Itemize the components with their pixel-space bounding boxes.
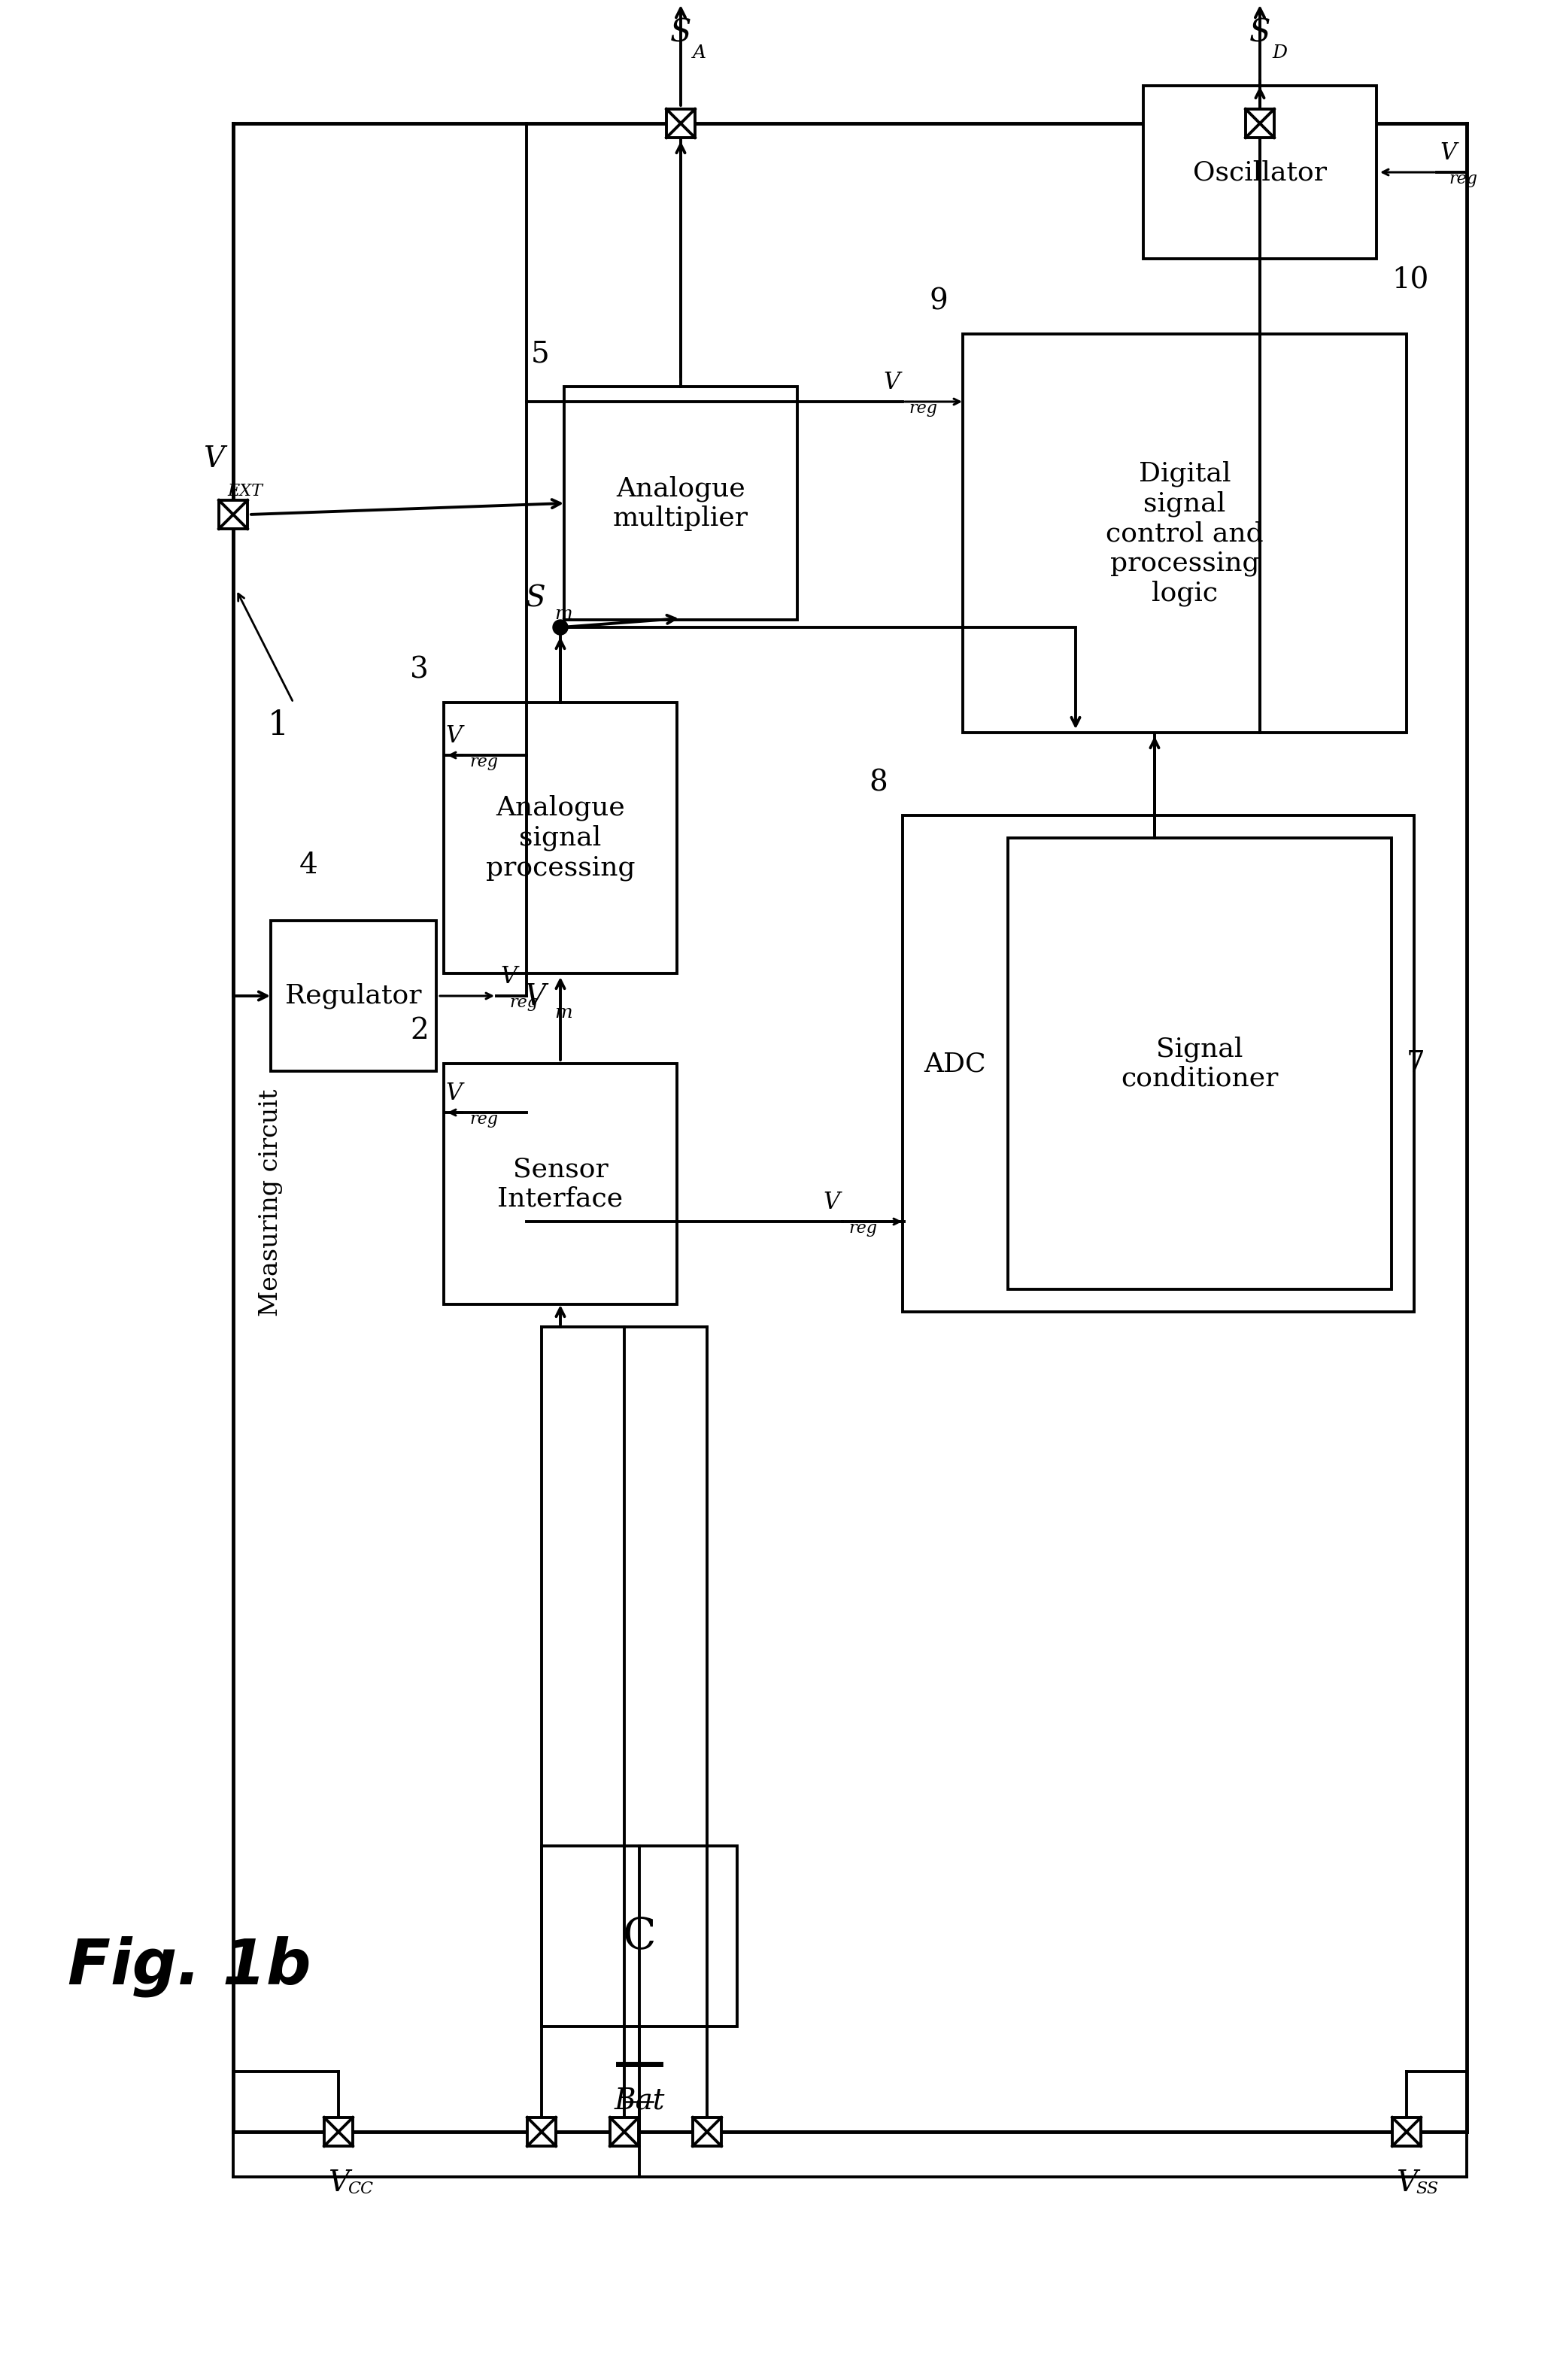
Text: A: A	[693, 45, 707, 62]
Bar	[1246, 109, 1274, 138]
Text: reg: reg	[909, 400, 937, 416]
Text: V: V	[883, 371, 900, 395]
Text: Bat: Bat	[614, 2087, 665, 2113]
Text: Analogue
multiplier: Analogue multiplier	[612, 476, 749, 531]
Text: Regulator: Regulator	[286, 983, 421, 1009]
Text: Digital
signal
control and
processing
logic: Digital signal control and processing lo…	[1106, 459, 1263, 607]
Text: 1: 1	[267, 709, 289, 740]
Text: V: V	[328, 2171, 350, 2197]
Bar	[667, 109, 695, 138]
Text: D: D	[1271, 45, 1287, 62]
Text: V: V	[1439, 140, 1456, 164]
Text: S: S	[1249, 17, 1271, 48]
Circle shape	[553, 619, 567, 635]
Text: Measuring circuit: Measuring circuit	[260, 1090, 283, 1316]
Text: reg: reg	[469, 1111, 497, 1128]
Bar	[963, 333, 1406, 733]
Text: m: m	[555, 605, 572, 624]
Text: ADC: ADC	[925, 1052, 987, 1076]
Bar	[527, 2118, 556, 2147]
Bar	[611, 2118, 639, 2147]
Text: reg: reg	[1448, 171, 1478, 188]
Text: reg: reg	[469, 754, 497, 771]
Text: m: m	[555, 1004, 572, 1021]
Bar	[541, 1847, 737, 2025]
Text: Sensor
Interface: Sensor Interface	[497, 1157, 623, 1211]
Text: reg: reg	[848, 1221, 876, 1238]
Text: S: S	[525, 585, 545, 612]
Bar	[219, 500, 247, 528]
Bar	[444, 1064, 678, 1304]
Text: EXT: EXT	[227, 483, 263, 500]
Text: 2: 2	[410, 1016, 429, 1045]
Text: Signal
conditioner: Signal conditioner	[1120, 1035, 1279, 1092]
Text: V: V	[1395, 2171, 1417, 2197]
Text: V: V	[204, 445, 224, 474]
Text: V: V	[500, 964, 517, 988]
Bar	[1144, 86, 1377, 259]
Text: Fig. 1b: Fig. 1b	[68, 1935, 311, 1997]
Text: V: V	[824, 1190, 839, 1214]
Text: V: V	[446, 724, 462, 747]
Bar	[1009, 838, 1391, 1290]
Bar	[270, 921, 437, 1071]
Bar	[325, 2118, 353, 2147]
Text: C: C	[623, 1916, 656, 1956]
Text: SS: SS	[1416, 2180, 1439, 2197]
Text: reg: reg	[510, 995, 538, 1011]
Text: 10: 10	[1391, 267, 1428, 295]
Text: 3: 3	[410, 657, 429, 683]
Bar	[693, 2118, 721, 2147]
Text: 5: 5	[530, 340, 549, 369]
Bar	[1392, 2118, 1420, 2147]
Text: V: V	[524, 983, 545, 1012]
Bar	[564, 386, 797, 619]
Text: 8: 8	[869, 769, 887, 797]
Text: Analogue
signal
processing: Analogue signal processing	[486, 795, 636, 881]
Text: Oscillator: Oscillator	[1193, 159, 1327, 186]
Text: 9: 9	[929, 288, 948, 314]
Bar	[444, 702, 678, 973]
Text: 7: 7	[1406, 1050, 1425, 1078]
Text: CC: CC	[348, 2180, 373, 2197]
Text: 4: 4	[298, 852, 317, 878]
Text: V: V	[446, 1081, 462, 1104]
Bar	[903, 816, 1414, 1311]
Text: S: S	[670, 17, 692, 48]
